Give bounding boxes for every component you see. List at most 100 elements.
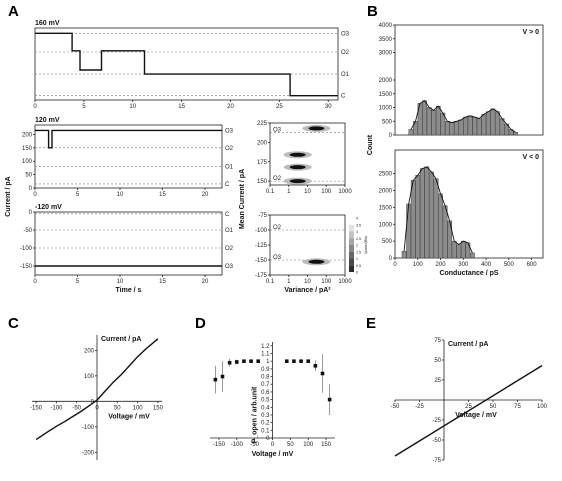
a1-xtick-label: 30 <box>325 104 332 110</box>
e-ytick-label: -50 <box>432 438 441 444</box>
a5-colorbar-cell <box>349 245 354 252</box>
c-ytick-label: 0 <box>91 399 95 405</box>
a4-ytick-label: 150 <box>257 179 268 185</box>
b1-ytick-label: 1500 <box>379 92 393 98</box>
a5-xtick-label: 0.1 <box>266 279 275 285</box>
a5-xlabel: Variance / pA² <box>284 287 331 294</box>
a5-colorbar-cell <box>349 265 354 272</box>
chart-e-iv-curve: -50 -25 25 50 75 100 -75 -50 -25 25 50 75 Voltage / … <box>391 338 548 464</box>
d-ytick-label: 0.8 <box>261 375 270 381</box>
e-xtick-label: 50 <box>490 404 497 410</box>
a5-xtick-label: 10 <box>304 279 311 285</box>
d-data-point <box>213 377 218 382</box>
b2-xtick-label: 0 <box>393 262 397 268</box>
b1-ylabel: Count <box>367 134 374 155</box>
chart-a-160mv-trace: O3 O2 O1 C 0 5 10 15 20 25 30 160 mV <box>33 20 349 110</box>
panel-letter-d: D <box>195 315 206 332</box>
b1-histogram-bar <box>431 110 437 136</box>
b2-histogram-bar <box>406 203 412 259</box>
a2-ytick-label: 100 <box>22 159 33 165</box>
a5-colorbar-cell <box>349 224 354 232</box>
d-ylabel: P_open / arb.unit <box>252 386 259 443</box>
b2-histogram-bar <box>460 240 466 259</box>
e-ytick-label: 25 <box>434 378 441 384</box>
a4-density-core <box>308 126 325 131</box>
a3-ytick-label: -50 <box>23 228 32 234</box>
a3-ytick-label: -150 <box>20 264 33 270</box>
e-ylabel: Current / pA <box>448 341 488 348</box>
panel-letter-e: E <box>366 315 376 332</box>
a5-level-label: O2 <box>273 225 282 231</box>
a5-ytick-label: -100 <box>255 228 268 234</box>
b1-histogram-bar <box>476 118 482 136</box>
a3-xtick-label: 0 <box>33 279 37 285</box>
b1-histogram-bar <box>449 122 455 136</box>
c-xtick-label: 50 <box>114 405 121 411</box>
b2-ytick-label: 2500 <box>379 172 393 178</box>
a3-xtick-label: 20 <box>202 279 209 285</box>
b2-histogram-bar <box>438 193 443 259</box>
d-data-point <box>306 359 311 363</box>
b1-ytick-label: 2000 <box>379 78 393 84</box>
a1-level-label: C <box>341 94 346 100</box>
a5-xtick-label: 1 <box>287 279 291 285</box>
b2-title: V < 0 <box>522 154 539 161</box>
c-ylabel: Current / pA <box>101 336 141 343</box>
b2-xtick-label: 300 <box>458 262 469 268</box>
a5-xtick-label: 1000 <box>338 279 352 285</box>
c-xtick-label: -150 <box>30 405 43 411</box>
a5-ytick-label: -175 <box>255 273 268 279</box>
a4-ytick-label: 200 <box>257 140 268 146</box>
b1-histogram-bar <box>472 116 478 136</box>
d-xlabel: Voltage / mV <box>252 451 294 458</box>
b1-histogram-bar <box>513 132 519 136</box>
a3-xtick-label: 10 <box>117 279 124 285</box>
a1-xtick-label: 5 <box>82 104 86 110</box>
d-data-point <box>320 371 325 376</box>
d-data-point <box>242 359 246 363</box>
panel-letter-c: C <box>8 315 19 332</box>
d-ytick-label: 1.1 <box>261 352 270 358</box>
a2-ylabel: Current / pA <box>5 176 12 216</box>
b1-histogram-bar <box>490 108 496 136</box>
b1-ytick-label: 500 <box>382 119 393 125</box>
d-xtick-label: -100 <box>231 442 244 448</box>
d-data-point <box>284 359 289 363</box>
d-ytick-label: 0.3 <box>261 413 270 419</box>
b1-histogram-bar <box>463 116 468 136</box>
d-data-point <box>299 359 303 363</box>
c-xtick-label: -50 <box>72 405 81 411</box>
d-xtick-label: 0 <box>271 442 275 448</box>
panel-letter-b: B <box>367 3 378 20</box>
b1-histogram-bar <box>422 100 427 136</box>
a3-level-label: O1 <box>225 228 234 234</box>
d-ytick-label: 0 <box>266 436 270 442</box>
a1-level-label: O1 <box>341 72 350 78</box>
c-ytick-label: 100 <box>84 374 95 380</box>
e-ytick-label: 50 <box>434 358 441 364</box>
b1-histogram-bar <box>467 115 473 136</box>
a5-colorbar-cell <box>349 231 354 239</box>
a5-colorbar-cell <box>349 258 354 266</box>
b2-histogram-bar <box>451 240 457 259</box>
e-xtick-label: 100 <box>537 404 548 410</box>
b2-histogram-bar <box>415 175 421 259</box>
b1-title: V > 0 <box>522 29 539 36</box>
a2-xtick-label: 0 <box>33 192 37 198</box>
a4-ytick-label: 225 <box>257 121 268 127</box>
e-xtick-label: 75 <box>514 404 521 410</box>
d-ytick-label: 0.2 <box>261 421 270 427</box>
a4-xtick-label: 1000 <box>338 189 352 195</box>
c-ytick-label: -200 <box>82 450 95 456</box>
b2-xtick-label: 400 <box>481 262 492 268</box>
a1-level-label: O3 <box>341 31 350 37</box>
b2-xtick-label: 200 <box>436 262 447 268</box>
a5-colorbar-tick: 4 <box>356 217 358 221</box>
b2-histogram-bar <box>433 178 439 259</box>
d-data-point <box>327 397 332 402</box>
b2-histogram-bar <box>419 168 425 259</box>
b1-histogram-bar <box>454 121 459 136</box>
a5-colorbar-tick: 3 <box>356 230 358 234</box>
a5-colorbar-tick: 0.5 <box>356 264 361 268</box>
